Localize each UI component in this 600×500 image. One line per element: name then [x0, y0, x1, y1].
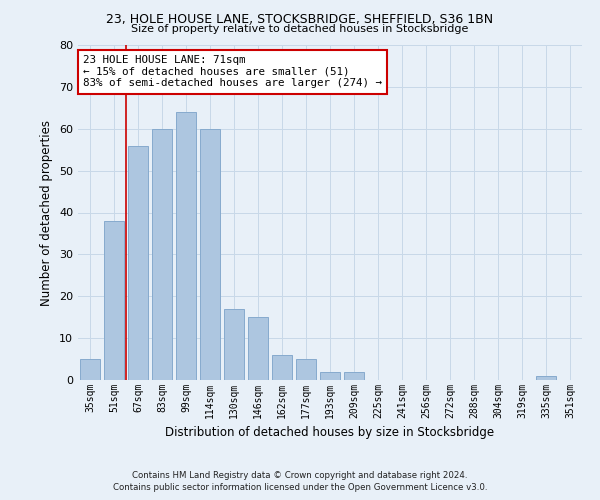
- Bar: [80, 359, 100, 380]
- Bar: [224, 309, 244, 380]
- Bar: [128, 146, 148, 380]
- Y-axis label: Number of detached properties: Number of detached properties: [40, 120, 53, 306]
- Text: Contains public sector information licensed under the Open Government Licence v3: Contains public sector information licen…: [113, 484, 487, 492]
- Bar: [536, 376, 556, 380]
- Bar: [176, 112, 196, 380]
- Text: Contains HM Land Registry data © Crown copyright and database right 2024.: Contains HM Land Registry data © Crown c…: [132, 471, 468, 480]
- Bar: [248, 317, 268, 380]
- Bar: [344, 372, 364, 380]
- Text: 23, HOLE HOUSE LANE, STOCKSBRIDGE, SHEFFIELD, S36 1BN: 23, HOLE HOUSE LANE, STOCKSBRIDGE, SHEFF…: [106, 12, 494, 26]
- Bar: [104, 221, 124, 380]
- Text: 23 HOLE HOUSE LANE: 71sqm
← 15% of detached houses are smaller (51)
83% of semi-: 23 HOLE HOUSE LANE: 71sqm ← 15% of detac…: [83, 55, 382, 88]
- Bar: [272, 355, 292, 380]
- Bar: [296, 359, 316, 380]
- X-axis label: Distribution of detached houses by size in Stocksbridge: Distribution of detached houses by size …: [166, 426, 494, 440]
- Bar: [152, 128, 172, 380]
- Text: Size of property relative to detached houses in Stocksbridge: Size of property relative to detached ho…: [131, 24, 469, 34]
- Bar: [200, 128, 220, 380]
- Bar: [320, 372, 340, 380]
